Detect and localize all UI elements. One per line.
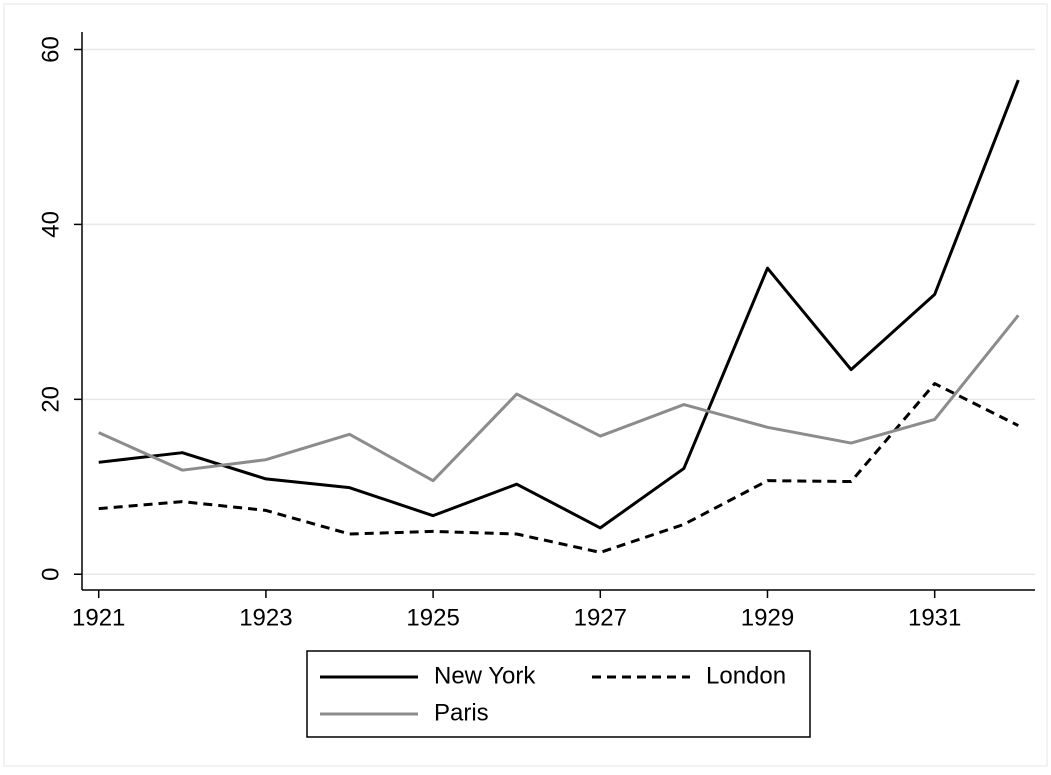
x-tick-label: 1921 xyxy=(72,604,125,631)
x-tick-label: 1931 xyxy=(908,604,961,631)
legend-label: New York xyxy=(434,662,536,689)
legend-label: London xyxy=(706,662,786,689)
legend-box xyxy=(306,650,811,738)
x-tick-label: 1925 xyxy=(406,604,459,631)
x-tick-label: 1929 xyxy=(741,604,794,631)
y-tick-label: 20 xyxy=(37,386,64,413)
x-tick-label: 1927 xyxy=(574,604,627,631)
line-series xyxy=(98,79,1020,530)
y-tick-label: 0 xyxy=(37,568,64,581)
y-tick-label: 40 xyxy=(37,211,64,238)
line-series xyxy=(98,382,1019,554)
x-tick-label: 1923 xyxy=(239,604,292,631)
legend-label: Paris xyxy=(434,699,489,726)
line-series xyxy=(98,314,1020,483)
y-tick-label: 60 xyxy=(37,36,64,63)
chart-border xyxy=(3,3,1048,767)
